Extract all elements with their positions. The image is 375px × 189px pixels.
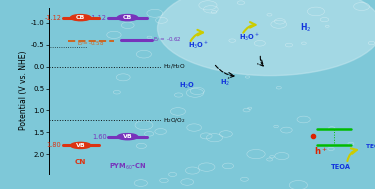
Text: H$_2$/H$_2$O: H$_2$/H$_2$O (163, 62, 186, 71)
Text: -1.12: -1.12 (90, 15, 106, 21)
Text: H$_2$: H$_2$ (220, 78, 230, 88)
Text: CN: CN (75, 159, 86, 165)
Text: E$_f$= -0.58: E$_f$= -0.58 (77, 40, 105, 48)
Text: CB: CB (123, 15, 132, 20)
Text: TEOA$^+$: TEOA$^+$ (365, 142, 375, 151)
Text: H$_3$O$^+$: H$_3$O$^+$ (188, 40, 209, 51)
Ellipse shape (70, 15, 91, 21)
Ellipse shape (70, 142, 91, 149)
Text: E$_f$ = -0.62: E$_f$ = -0.62 (153, 35, 182, 44)
Text: CB: CB (76, 15, 85, 20)
Text: TEOA: TEOA (331, 164, 351, 170)
Text: H$_2$O: H$_2$O (179, 81, 196, 91)
Text: VB: VB (123, 134, 132, 139)
Text: 1.60: 1.60 (92, 134, 106, 140)
Text: PYM$_{60}$-CN: PYM$_{60}$-CN (109, 161, 146, 172)
Ellipse shape (117, 134, 138, 140)
Text: -1.12: -1.12 (44, 15, 61, 21)
Y-axis label: Potential (V vs. NHE): Potential (V vs. NHE) (19, 51, 28, 130)
Ellipse shape (158, 0, 375, 76)
Text: h$^+$: h$^+$ (314, 145, 327, 156)
Text: 1.80: 1.80 (46, 143, 61, 148)
Text: H$_2$: H$_2$ (300, 22, 311, 34)
Ellipse shape (117, 15, 138, 21)
Text: VB: VB (76, 143, 86, 148)
Text: H$_3$O$^+$: H$_3$O$^+$ (239, 31, 260, 43)
Text: H$_2$O/O$_2$: H$_2$O/O$_2$ (163, 116, 186, 125)
